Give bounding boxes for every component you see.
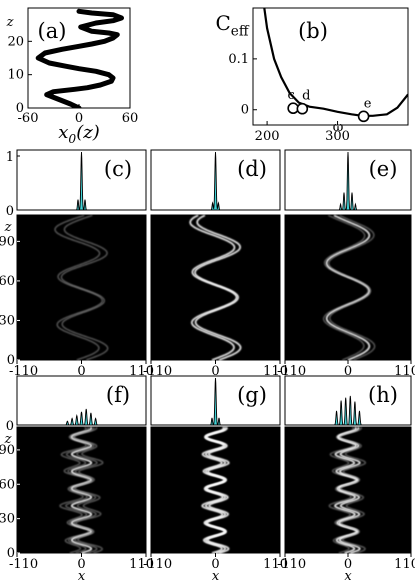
panel-f-density-trace bbox=[72, 426, 98, 554]
panel-h-xtick-label: 110 bbox=[394, 557, 415, 572]
panel-e-density-trace bbox=[323, 214, 369, 361]
panel-c-ztick-label: 0 bbox=[7, 353, 15, 368]
panel-a-ytick-label: 10 bbox=[7, 68, 24, 83]
panel-c-zlabel: z bbox=[4, 220, 12, 235]
panel-f-xtick-label: -110 bbox=[9, 557, 38, 572]
panel-f-ztick-label: 60 bbox=[0, 477, 15, 492]
panel-a-xlabel: x0(z) bbox=[58, 122, 99, 146]
panel-e-xtick-label: -110 bbox=[277, 364, 306, 379]
panel-c-profile-area bbox=[17, 151, 146, 211]
panel-a-ytick-label: 20 bbox=[7, 34, 24, 49]
panel-b-marker-e bbox=[357, 110, 370, 123]
panel-f-profile-ytick-label: 0 bbox=[6, 419, 14, 434]
panel-b-xlabel: ω bbox=[333, 120, 344, 135]
panel-c-density-trace bbox=[60, 214, 109, 361]
panel-e-profile-area bbox=[285, 151, 411, 211]
panel-b-xtick-label: 300 bbox=[325, 129, 350, 144]
panel-a-xtick-label: 0 bbox=[75, 111, 83, 126]
panel-g-label: (g) bbox=[237, 383, 267, 407]
panel-c-profile-ytick-label: 0 bbox=[6, 204, 14, 219]
panel-g-density-trace bbox=[205, 426, 230, 554]
panel-a-xtick-label: 60 bbox=[122, 111, 139, 126]
panel-d-xtick-label: 110 bbox=[263, 364, 288, 379]
panel-c-xtick-label: 0 bbox=[77, 364, 85, 379]
panel-c-ztick-label: 60 bbox=[0, 274, 15, 289]
panel-g-density-frame bbox=[150, 426, 281, 554]
panel-d-density-trace bbox=[194, 214, 242, 361]
panel-h-density-trace bbox=[334, 426, 358, 554]
panel-d-profile-area bbox=[151, 151, 280, 211]
panel-g-xtick-label: 110 bbox=[263, 557, 288, 572]
panel-f-xlabel: x bbox=[78, 569, 86, 584]
panel-h-label: (h) bbox=[368, 383, 398, 407]
panel-a-label: (a) bbox=[38, 19, 67, 43]
panel-b-ylabel: Ceff bbox=[215, 11, 249, 40]
panel-g-xlabel: x bbox=[212, 569, 220, 584]
panel-b-xtick-label: 200 bbox=[255, 129, 280, 144]
panel-f-density-frame bbox=[16, 426, 147, 554]
panel-h-profile-frame bbox=[284, 375, 412, 426]
panel-f-density-trace bbox=[73, 426, 104, 554]
panel-f-label: (f) bbox=[106, 383, 130, 407]
panel-a-trajectory-line bbox=[35, 8, 124, 108]
panel-c-xtick-label: -110 bbox=[9, 364, 38, 379]
panel-c-density-frame bbox=[16, 214, 147, 361]
panel-g-xtick-label: -110 bbox=[143, 557, 172, 572]
panel-f-ztick-label: 30 bbox=[0, 512, 15, 527]
panel-f-zlabel: z bbox=[4, 432, 12, 447]
panel-h-profile-area bbox=[285, 395, 411, 426]
panel-b-ceff-curve bbox=[263, 8, 408, 117]
panel-a-ytick-label: 0 bbox=[16, 101, 24, 116]
panel-c-profile-ytick-label: 1 bbox=[6, 150, 14, 165]
panel-d-xtick-label: 0 bbox=[211, 364, 219, 379]
panel-h-density-frame bbox=[284, 426, 412, 554]
panel-e-density-trace bbox=[325, 214, 371, 361]
panel-b-marker-d bbox=[296, 102, 309, 115]
panel-g-xtick-label: 0 bbox=[211, 557, 219, 572]
panel-h-xtick-label: -110 bbox=[277, 557, 306, 572]
panel-h-xtick-label: 0 bbox=[344, 557, 352, 572]
panel-c-ztick-label: 30 bbox=[0, 313, 15, 328]
panel-h-density-trace bbox=[328, 426, 357, 554]
panel-d-xtick-label: -110 bbox=[143, 364, 172, 379]
panel-f-xtick-label: 110 bbox=[129, 557, 154, 572]
panel-f-profile-area bbox=[17, 408, 146, 426]
panel-f-density-trace bbox=[70, 426, 93, 554]
panel-e-xtick-label: 110 bbox=[394, 364, 415, 379]
panel-h-density-trace bbox=[339, 426, 366, 554]
panel-b-ytick-label: 0.1 bbox=[228, 52, 249, 67]
panel-c-ztick-label: 90 bbox=[0, 234, 15, 249]
panel-a-xtick-label: -60 bbox=[18, 111, 39, 126]
panel-f-ztick-label: 0 bbox=[7, 546, 15, 561]
panel-b-frame bbox=[252, 7, 409, 126]
panel-e-density-frame bbox=[284, 214, 412, 361]
panel-f-density-trace bbox=[65, 426, 91, 554]
panel-e-xtick-label: 0 bbox=[344, 364, 352, 379]
panel-f-density-trace bbox=[59, 426, 90, 554]
panel-b-label: (b) bbox=[298, 19, 328, 43]
panel-b-marker-label-c: c bbox=[288, 88, 295, 103]
panel-c-xtick-label: 110 bbox=[129, 364, 154, 379]
panel-h-xlabel: x bbox=[344, 569, 352, 584]
panel-c-label: (c) bbox=[104, 157, 132, 181]
panel-b-marker-label-d: d bbox=[302, 89, 310, 104]
panel-f-xtick-label: 0 bbox=[77, 557, 85, 572]
panel-b-marker-label-e: e bbox=[364, 96, 372, 111]
panel-c-density-trace bbox=[54, 214, 103, 361]
panel-g-profile-area bbox=[151, 377, 280, 426]
panel-a-ylabel: z bbox=[6, 15, 14, 30]
panel-b-ytick-label: 0 bbox=[241, 103, 249, 118]
panel-f-ztick-label: 90 bbox=[0, 443, 15, 458]
panel-e-density-trace bbox=[328, 214, 376, 361]
panel-h-density-trace bbox=[338, 426, 361, 554]
panel-d-label: (d) bbox=[237, 157, 267, 181]
panel-e-label: (e) bbox=[369, 157, 398, 181]
